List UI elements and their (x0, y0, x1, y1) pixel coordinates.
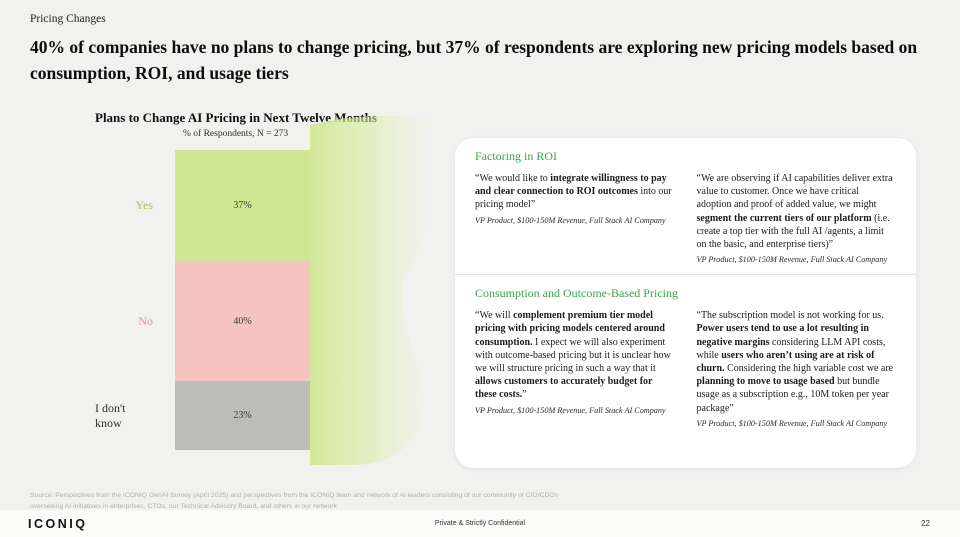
quotes-card: Factoring in ROI “We would like to integr… (455, 138, 916, 468)
quote: “We would like to integrate willingness … (475, 172, 675, 265)
quote-text: “We are observing if AI capabilities del… (696, 173, 893, 250)
category-label-no: No (138, 313, 153, 328)
category-label-yes: Yes (135, 198, 153, 212)
value-label: 40% (233, 315, 252, 327)
iconiq-logo: ICONIQ (28, 516, 88, 531)
category-label-i-don-t-know: I don't know (95, 400, 126, 430)
section-heading: Factoring in ROI (475, 149, 557, 163)
quote-attribution: VP Product, $100-150M Revenue, Full Stac… (696, 255, 888, 265)
quote-text: “The subscription model is not working f… (696, 310, 894, 414)
eyebrow-label: Pricing Changes (30, 13, 106, 25)
bar-segment-i-don-t-know: 23% (175, 381, 310, 450)
confidentiality-note: Private & Strictly Confidential (434, 520, 526, 527)
flow-highlight-shape (310, 115, 436, 465)
value-label: 23% (233, 410, 252, 421)
footer-bar: ICONIQ Private & Strictly Confidential 2… (0, 510, 960, 537)
quote-section: Consumption and Outcome-Based Pricing “We… (455, 274, 916, 438)
chart-subtitle: % of Respondents, N = 273 (183, 129, 289, 139)
quote-section: Factoring in ROI “We would like to integr… (455, 138, 916, 274)
slide-header: Pricing Changes 40% of companies have no… (30, 13, 935, 87)
quote: “We are observing if AI capabilities del… (697, 172, 897, 265)
quote-text: “We would like to integrate willingness … (475, 173, 672, 211)
bar-segment-yes: 37% (175, 150, 310, 261)
quote-text: “We will complement premium tier model p… (475, 310, 671, 401)
bar-segment-no: 40% (175, 261, 310, 381)
quote-attribution: VP Product, $100-150M Revenue, Full Stac… (696, 418, 888, 428)
quote: “We will complement premium tier model p… (475, 309, 675, 429)
quote-attribution: VP Product, $100-150M Revenue, Full Stac… (475, 405, 666, 415)
chart-title: Plans to Change AI Pricing in Next Twelv… (95, 110, 377, 125)
quotes-grid: “We will complement premium tier model p… (475, 309, 896, 429)
section-heading: Consumption and Outcome-Based Pricing (475, 286, 678, 301)
quote-sections: Factoring in ROI “We would like to integr… (455, 138, 916, 438)
source-note: Source: Perspectives from the ICONIQ Gen… (30, 492, 559, 510)
value-label: 37% (233, 200, 252, 211)
page-title: 40% of companies have no plans to change… (30, 37, 918, 84)
quotes-grid: “We would like to integrate willingness … (475, 172, 896, 265)
bar-chart: Plans to Change AI Pricing in Next Twelv… (95, 110, 400, 450)
quote: “The subscription model is not working f… (697, 309, 897, 429)
quote-attribution: VP Product, $100-150M Revenue, Full Stac… (475, 215, 666, 225)
page-number: 22 (921, 519, 930, 528)
chart-grid: Yes 37% No 40% I don't know 23% (95, 150, 400, 450)
